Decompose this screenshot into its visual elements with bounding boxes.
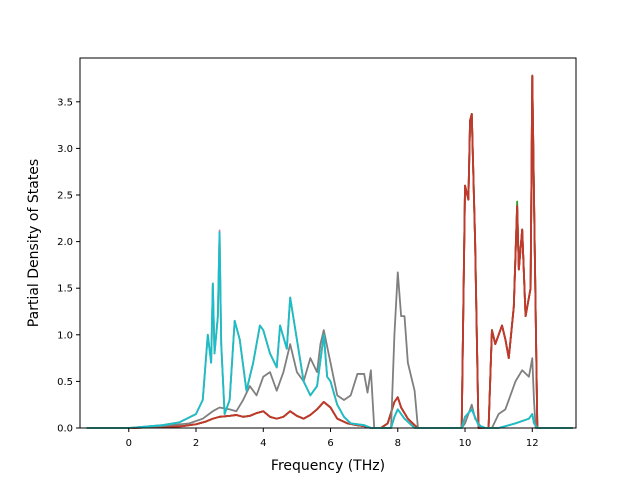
x-tick-label: 4	[260, 438, 266, 449]
y-axis-ticks: 0.0 0.5 1.0 1.5 2.0 2.5 3.0 3.5	[57, 97, 80, 435]
y-tick-label: 3.5	[57, 97, 73, 108]
x-tick-label: 8	[395, 438, 401, 449]
x-axis-label: Frequency (THz)	[271, 458, 385, 474]
x-tick-label: 0	[126, 438, 132, 449]
y-tick-label: 1.0	[57, 330, 73, 341]
y-axis-label: Partial Density of States	[26, 159, 42, 327]
y-tick-label: 2.5	[57, 191, 73, 202]
x-tick-label: 6	[327, 438, 333, 449]
y-tick-label: 1.5	[57, 284, 73, 295]
x-tick-label: 2	[193, 438, 199, 449]
x-axis-ticks: 0 2 4 6 8 10 12	[126, 428, 539, 449]
x-tick-label: 12	[526, 438, 539, 449]
series-line-7	[86, 231, 573, 429]
y-tick-label: 2.0	[57, 237, 73, 248]
y-tick-label: 3.0	[57, 144, 73, 155]
y-tick-label: 0.5	[57, 377, 73, 388]
plot-frame	[79, 57, 577, 429]
series-line-5	[86, 271, 573, 429]
x-tick-label: 10	[459, 438, 472, 449]
y-tick-label: 0.0	[57, 424, 73, 435]
